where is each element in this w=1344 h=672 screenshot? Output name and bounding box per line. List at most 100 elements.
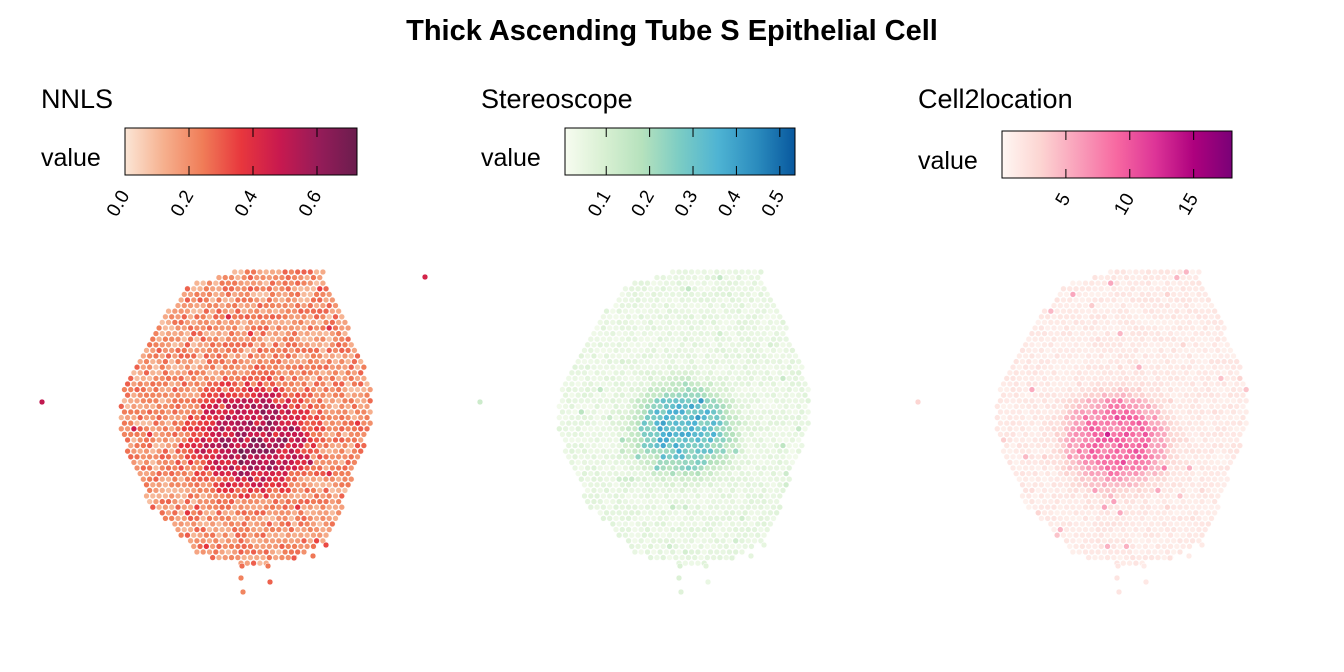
spot: [606, 448, 613, 455]
spot: [609, 498, 616, 505]
spot: [1132, 548, 1140, 556]
spot: [269, 526, 276, 533]
spot: [159, 453, 166, 460]
spot: [266, 487, 273, 494]
spot: [1044, 369, 1051, 376]
spot: [256, 459, 264, 466]
spot: [612, 481, 620, 488]
spot: [281, 392, 289, 399]
spot: [1091, 397, 1099, 404]
spot: [666, 487, 673, 494]
spot: [1082, 313, 1089, 320]
spot: [669, 358, 676, 365]
spot: [1063, 537, 1070, 544]
spot: [647, 386, 654, 393]
spot: [1085, 420, 1092, 427]
legend-label: value: [41, 144, 101, 172]
spot: [669, 459, 676, 466]
spot: [1113, 425, 1121, 432]
spot: [1025, 436, 1032, 444]
spot: [1170, 280, 1177, 287]
spot: [1110, 397, 1117, 404]
spot: [1167, 509, 1174, 516]
spot: [1151, 515, 1158, 522]
spot: [222, 554, 229, 561]
spot: [672, 442, 679, 449]
spot: [631, 358, 639, 365]
spot: [1113, 548, 1121, 556]
spot: [326, 403, 333, 410]
spot: [1217, 386, 1225, 393]
spot: [653, 319, 661, 326]
spot: [1142, 431, 1149, 438]
spot: [593, 459, 601, 466]
spot: [1186, 274, 1193, 281]
spot: [351, 448, 358, 455]
spot: [656, 526, 664, 533]
spot: [1063, 448, 1070, 455]
spot: [300, 436, 308, 444]
spot: [143, 436, 150, 444]
spot: [748, 274, 755, 281]
spot: [1044, 403, 1051, 410]
spot: [685, 386, 692, 393]
spot: [152, 464, 160, 472]
spot: [1079, 397, 1086, 404]
spot: [1120, 515, 1127, 522]
spot: [354, 375, 361, 382]
spot: [1148, 274, 1155, 281]
spot: [719, 324, 727, 332]
spot: [669, 380, 676, 388]
spot: [723, 476, 730, 483]
spot: [716, 375, 724, 382]
spot: [200, 369, 207, 376]
spot: [1028, 397, 1036, 404]
spot: [612, 302, 620, 309]
spot: [225, 369, 232, 376]
spot: [1154, 464, 1162, 472]
spot: [244, 470, 251, 477]
spot: [675, 358, 683, 365]
spot: [751, 436, 758, 444]
spot: [609, 408, 616, 416]
spot: [1019, 358, 1026, 365]
spot: [247, 476, 254, 483]
spot: [1063, 358, 1070, 365]
spot: [294, 470, 301, 477]
spot: [1129, 487, 1136, 494]
spot: [726, 302, 733, 309]
spot: [196, 352, 204, 360]
spot: [1151, 414, 1158, 421]
spot: [1154, 285, 1162, 292]
spot: [326, 504, 333, 511]
spot: [575, 470, 582, 477]
spot: [631, 481, 639, 488]
spot: [307, 336, 314, 343]
spot: [1157, 268, 1165, 276]
spot: [581, 436, 588, 444]
spot: [225, 459, 232, 466]
spot: [1170, 515, 1177, 522]
spot: [1198, 532, 1206, 539]
spot: [1101, 548, 1108, 556]
spot: [256, 369, 264, 376]
spot: [1202, 369, 1209, 376]
spot: [1063, 291, 1070, 298]
spot: [351, 459, 358, 466]
spot: [786, 352, 793, 360]
spot: [1195, 280, 1203, 287]
spot: [1148, 431, 1155, 438]
spot: [1079, 375, 1086, 382]
spot: [266, 352, 273, 360]
spot: [310, 420, 317, 427]
spot: [688, 492, 695, 500]
spot: [288, 470, 295, 477]
spot: [281, 537, 289, 544]
spot: [641, 487, 648, 494]
spot: [152, 498, 160, 505]
spot: [622, 520, 629, 528]
spot: [288, 380, 295, 388]
spot: [149, 481, 156, 488]
spot: [209, 476, 216, 483]
spot: [222, 431, 229, 438]
